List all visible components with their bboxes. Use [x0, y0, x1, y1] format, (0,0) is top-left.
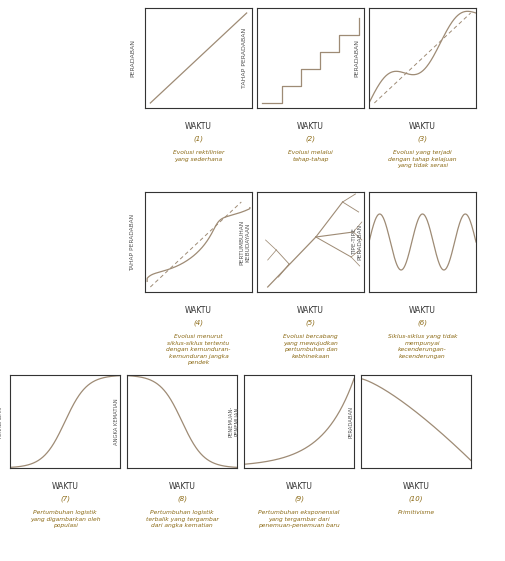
Text: TAHAP PERADABAN: TAHAP PERADABAN	[130, 213, 135, 270]
Text: Pertumbuhan logistik
yang digambarkan oleh
populasi: Pertumbuhan logistik yang digambarkan ol…	[30, 510, 100, 528]
Text: WAKTU: WAKTU	[409, 122, 436, 131]
Text: WAKTU: WAKTU	[52, 482, 78, 491]
Text: (1): (1)	[193, 136, 204, 142]
Text: Evolusi rektilinier
yang sederhana: Evolusi rektilinier yang sederhana	[173, 150, 224, 162]
Text: WAKTU: WAKTU	[402, 482, 429, 491]
Text: Evolusi melalui
tahap-tahap: Evolusi melalui tahap-tahap	[288, 150, 333, 162]
Text: WAKTU: WAKTU	[169, 482, 195, 491]
Text: (7): (7)	[60, 496, 70, 503]
Text: (9): (9)	[294, 496, 304, 503]
Text: (4): (4)	[193, 320, 204, 327]
Text: PERADABAN: PERADABAN	[348, 406, 354, 438]
Text: (3): (3)	[418, 136, 428, 142]
Text: WAKTU: WAKTU	[297, 122, 324, 131]
Text: WAKTU: WAKTU	[285, 482, 313, 491]
Text: PERTUMBUHAN
KEBUDAYAAN: PERTUMBUHAN KEBUDAYAAN	[239, 219, 250, 265]
Text: Pertumbuhan logistik
terbalik yang tergambar
dari angka kematian: Pertumbuhan logistik terbalik yang terga…	[145, 510, 219, 528]
Text: PERADABAN: PERADABAN	[0, 406, 3, 438]
Text: Primitivisme: Primitivisme	[397, 510, 435, 515]
Text: PERADABAN: PERADABAN	[130, 39, 135, 77]
Text: (6): (6)	[418, 320, 428, 327]
Text: (8): (8)	[177, 496, 187, 503]
Text: Pertumbuhan eksponensial
yang tergambar dari
penemuan-penemuan baru: Pertumbuhan eksponensial yang tergambar …	[258, 510, 340, 528]
Text: Evolusi menurut
siklus-siklus tertentu
dengan kemunduran-
kemunduran jangka
pend: Evolusi menurut siklus-siklus tertentu d…	[166, 334, 231, 365]
Text: WAKTU: WAKTU	[409, 306, 436, 315]
Text: PENEMUAN-
PENEMUAN: PENEMUAN- PENEMUAN	[229, 406, 239, 437]
Text: WAKTU: WAKTU	[297, 306, 324, 315]
Text: TIPE-TIPE
PERADABAN: TIPE-TIPE PERADABAN	[351, 224, 363, 260]
Text: WAKTU: WAKTU	[185, 306, 212, 315]
Text: Evolusi yang terjadi
dengan tahap kelajuan
yang tidak serasi: Evolusi yang terjadi dengan tahap kelaju…	[388, 150, 457, 168]
Text: TAHAP PERADABAN: TAHAP PERADABAN	[242, 28, 247, 88]
Text: Siklus-siklus yang tidak
mempunyai
kecenderungan-
kecenderungan: Siklus-siklus yang tidak mempunyai kecen…	[388, 334, 457, 359]
Text: ANGKA KEMATIAN: ANGKA KEMATIAN	[115, 398, 120, 445]
Text: (2): (2)	[306, 136, 316, 142]
Text: PERADABAN: PERADABAN	[355, 39, 360, 77]
Text: (5): (5)	[306, 320, 316, 327]
Text: (10): (10)	[409, 496, 423, 503]
Text: Evolusi bercabang
yang mewujudkan
pertumbuhan dan
kebhinekaan: Evolusi bercabang yang mewujudkan pertum…	[283, 334, 338, 359]
Text: WAKTU: WAKTU	[185, 122, 212, 131]
